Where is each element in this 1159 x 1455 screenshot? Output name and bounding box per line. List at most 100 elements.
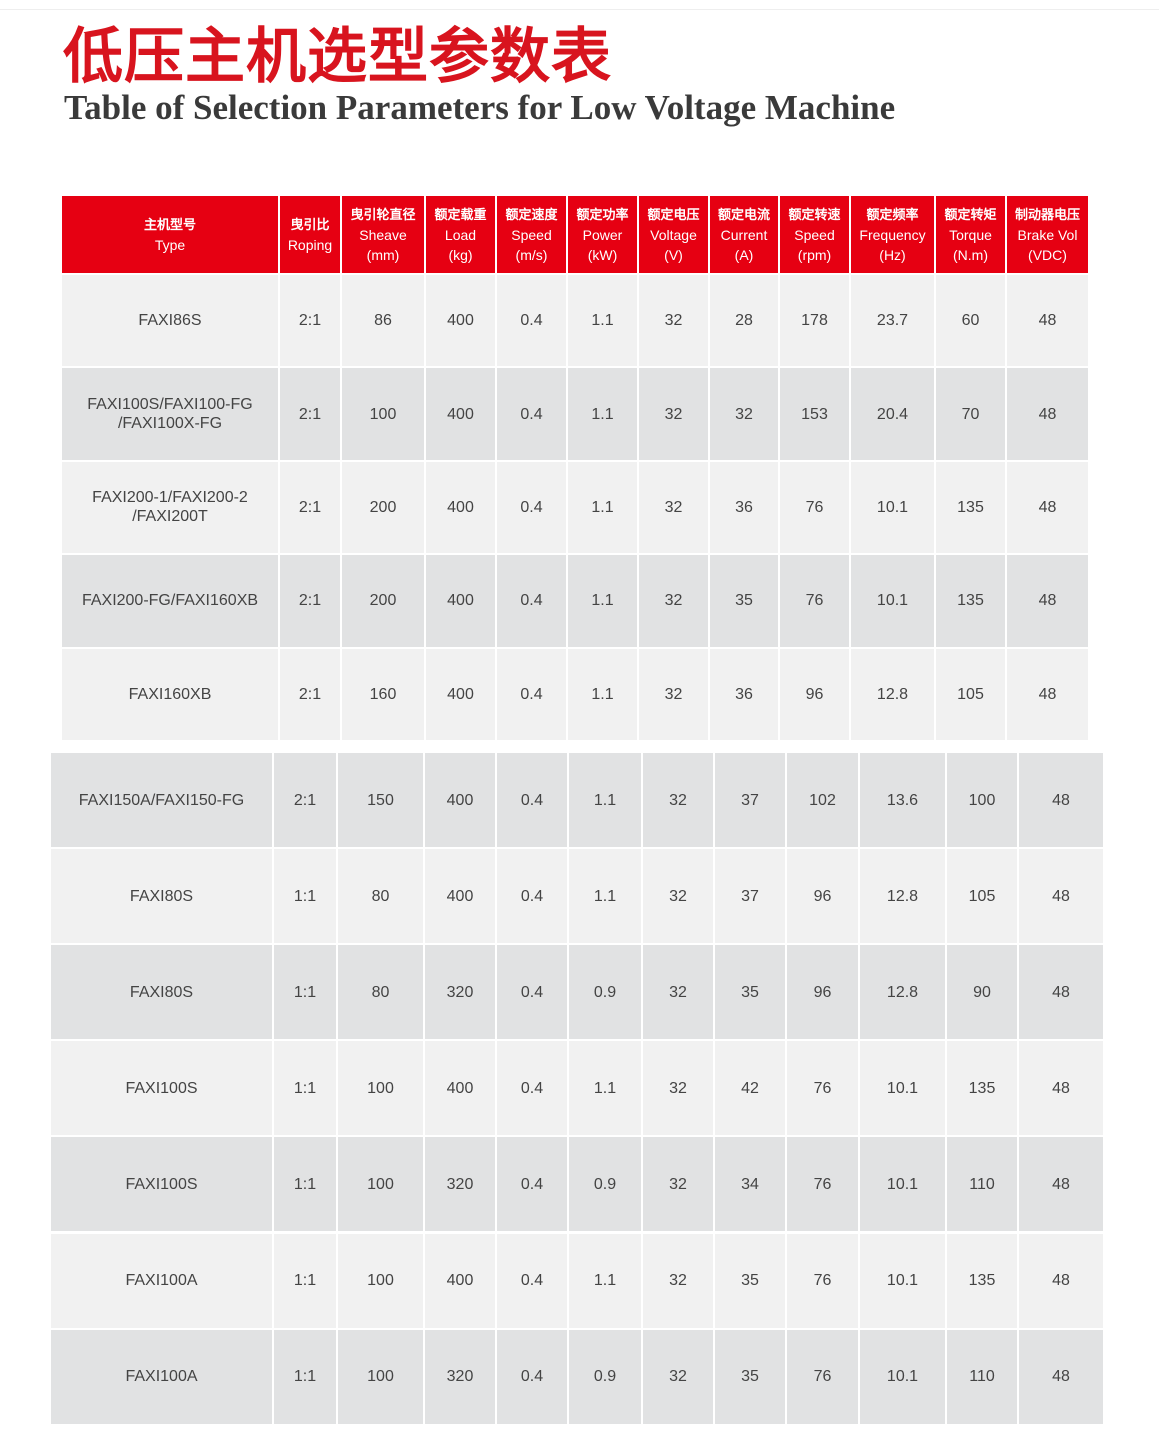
table-cell: 100: [338, 1233, 423, 1328]
table-cell: 86: [342, 275, 424, 367]
cell-text: 2:1: [298, 312, 322, 330]
table-cell: 400: [426, 275, 495, 367]
cell-text: 35: [735, 592, 753, 610]
title: 低压主机选型参数表: [63, 22, 612, 92]
cell-text: 135: [968, 1079, 996, 1097]
cell-text: 12.8: [886, 983, 919, 1001]
table-cell: 35: [715, 1233, 785, 1328]
table-cell: 96: [780, 648, 849, 740]
table-cell: FAXI100A: [51, 1233, 272, 1328]
cell-text: 48: [1052, 1079, 1070, 1097]
cell-text: 48: [1038, 405, 1057, 423]
cell-text: 2:1: [298, 498, 322, 516]
cell-text: 48: [1052, 1272, 1070, 1290]
table-cell: 48: [1019, 753, 1103, 848]
cell-text: 1.1: [591, 312, 614, 330]
table-cell: 100: [338, 1137, 423, 1232]
cell-text: 60: [961, 312, 980, 330]
subtitle: Table of Selection Parameters for Low Vo…: [64, 88, 896, 127]
table-cell: FAXI200-FG/FAXI160XB: [62, 555, 278, 647]
table-cell: 1.1: [568, 368, 637, 460]
header-en: Roping: [287, 236, 333, 253]
cell-text: 32: [664, 498, 683, 516]
cell-text: 0.4: [520, 791, 544, 809]
cell-text: 1:1: [293, 983, 317, 1001]
table-cell: 150: [338, 753, 423, 848]
cell-text: 34: [741, 1175, 759, 1193]
table-cell: 0.4: [497, 1137, 567, 1232]
table-cell: 0.4: [497, 753, 567, 848]
table-cell: 76: [787, 1041, 858, 1136]
cell-text: 1.1: [591, 592, 614, 610]
cell-text: 0.4: [520, 1272, 544, 1290]
table-cell: 135: [947, 1041, 1017, 1136]
table-cell: 70: [936, 368, 1005, 460]
table-cell: 80: [338, 849, 423, 944]
cell-text: 0.9: [593, 1368, 617, 1386]
table-cell: 10.1: [860, 1233, 945, 1328]
cell-text: 76: [805, 498, 824, 516]
cell-text: 110: [969, 1175, 995, 1193]
table-cell: 10.1: [860, 1041, 945, 1136]
header-en: Brake Vol: [1017, 226, 1078, 243]
table-cell: 105: [947, 849, 1017, 944]
cell-text: 28: [735, 312, 753, 330]
cell-text: 105: [968, 887, 996, 905]
header-cell: 曳引轮直径 Sheave (mm): [342, 196, 424, 273]
table-cell: 37: [715, 753, 785, 848]
table-cell: 1.1: [569, 849, 641, 944]
table-cell: 48: [1007, 648, 1088, 740]
table-cell: 76: [780, 461, 849, 554]
header-cell: 额定频率 Frequency (Hz): [851, 196, 934, 273]
cell-text: 35: [741, 983, 759, 1001]
table-cell: 100: [947, 753, 1017, 848]
cell-text: 96: [813, 983, 832, 1001]
cell-text: 153: [801, 405, 828, 423]
table-cell: 96: [787, 945, 858, 1040]
cell-text: 135: [957, 498, 984, 516]
header-cell: 额定速度 Speed (m/s): [497, 196, 566, 273]
cell-text: 0.4: [520, 983, 544, 1001]
table-cell: 48: [1007, 368, 1088, 460]
table-cell: 32: [643, 753, 713, 848]
header-cell: 额定电流 Current (A): [710, 196, 778, 273]
cell-text: 96: [805, 685, 824, 703]
table-cell: 34: [715, 1137, 785, 1232]
table-cell: 0.9: [569, 1137, 641, 1232]
table-cell: 200: [342, 555, 424, 647]
cell-text: 0.4: [520, 887, 544, 905]
cell-text: 400: [447, 685, 474, 703]
header-zh: 额定载重: [434, 206, 487, 222]
table-cell: 400: [425, 1233, 495, 1328]
cell-text: 1.1: [593, 1079, 617, 1097]
cell-text: 32: [664, 592, 683, 610]
table-cell: 76: [787, 1137, 858, 1232]
table-cell: 200: [342, 461, 424, 554]
header-en: Speed: [511, 226, 552, 243]
cell-text: 1.1: [591, 685, 614, 703]
cell-text: 76: [813, 1272, 832, 1290]
cell-text: 100: [367, 1175, 394, 1193]
cell-text: 48: [1052, 887, 1070, 905]
table-cell: 1.1: [568, 555, 637, 647]
table-cell: 1.1: [568, 461, 637, 554]
table-cell: 28: [710, 275, 778, 367]
header-zh: 制动器电压: [1014, 206, 1080, 222]
cell-text: 80: [371, 887, 390, 905]
table-cell: 400: [426, 461, 495, 554]
cell-text: FAXI200-1/FAXI200-2 /FAXI200T: [92, 489, 248, 526]
table-cell: 1:1: [274, 849, 336, 944]
header-zh: 额定电压: [647, 206, 700, 222]
cell-text: 35: [741, 1272, 759, 1290]
cell-text: 1:1: [293, 887, 317, 905]
cell-text: 1.1: [591, 405, 614, 423]
cell-text: 110: [969, 1368, 995, 1386]
table-cell: 12.8: [860, 849, 945, 944]
table-cell: 10.1: [860, 1329, 945, 1424]
table-cell: 105: [936, 648, 1005, 740]
cell-text: FAXI150A/FAXI150-FG: [78, 791, 245, 809]
table-cell: 110: [947, 1329, 1017, 1424]
header-unit: (V): [664, 246, 683, 263]
table-cell: 12.8: [860, 945, 945, 1040]
table-cell: 1.1: [569, 753, 641, 848]
